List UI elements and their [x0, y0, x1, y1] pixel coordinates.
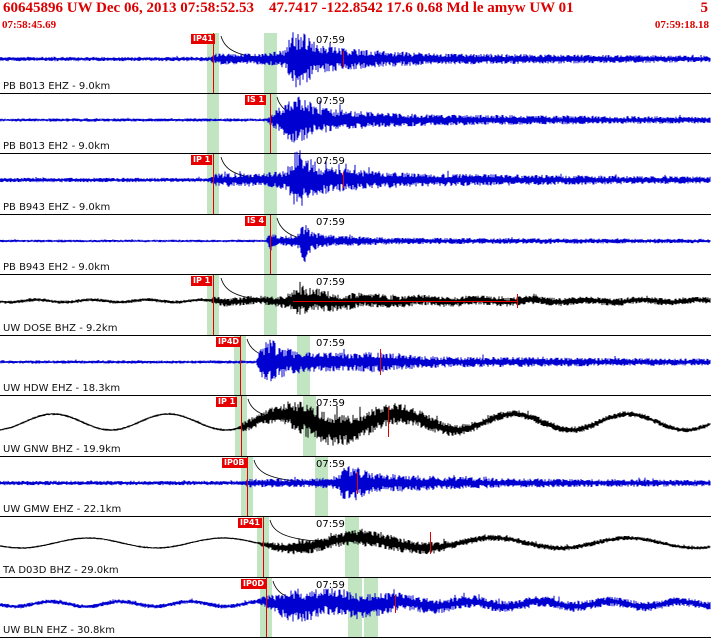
waveform-trace-line — [0, 170, 711, 191]
station-channel-label: UW DOSE BHZ - 9.2km — [3, 322, 118, 334]
phase-pick-line[interactable] — [213, 33, 214, 93]
station-channel-label: PB B013 EH2 - 9.0km — [3, 141, 110, 152]
amplitude-marker — [343, 172, 344, 188]
amplitude-marker — [430, 532, 431, 554]
station-channel-label: UW GNW BHZ - 19.9km — [3, 443, 121, 455]
phase-pick-flag[interactable]: IP41 — [238, 518, 262, 528]
minute-time-label: 07:59 — [316, 458, 345, 470]
phase-pick-flag[interactable]: IS 1 — [245, 94, 267, 105]
waveform-trace — [0, 401, 711, 446]
minute-time-label: 07:59 — [316, 216, 345, 228]
time-range-header: 07:58:45.69 07:59:18.18 — [0, 17, 711, 33]
waveform-trace — [0, 150, 711, 206]
phase-pick-flag[interactable]: IP 1 — [216, 397, 238, 407]
trace-panel[interactable]: IP 1 07:59 PB B943 EHZ - 9.0km — [0, 150, 711, 215]
station-channel-label: TA D03D BHZ - 29.0km — [3, 564, 119, 576]
trace-panel[interactable]: IP41 07:59 PB B013 EHZ - 9.0km — [0, 32, 711, 94]
waveform-trace-line — [0, 295, 711, 308]
minute-time-label: 07:59 — [316, 337, 345, 349]
phase-pick-flag[interactable]: IP0B — [222, 457, 247, 468]
minute-time-label: 07:59 — [316, 35, 345, 46]
waveform-plot — [0, 217, 711, 262]
phase-pick-line[interactable] — [213, 154, 214, 214]
waveform-trace — [0, 528, 711, 555]
trace-panel[interactable]: IP0B 07:59 UW GMW EHZ - 22.1km — [0, 456, 711, 517]
amplitude-marker — [380, 348, 381, 375]
trace-panel[interactable]: IP41 07:59 TA D03D BHZ - 29.0km — [0, 517, 711, 578]
waveform-plot — [0, 150, 711, 206]
station-channel-label: PB B943 EH2 - 9.0km — [3, 262, 110, 273]
amplitude-marker — [517, 294, 518, 308]
minute-time-label: 07:59 — [316, 579, 345, 591]
waveform-trace-line — [0, 409, 711, 436]
trace-panel[interactable]: IP 1 07:59 UW DOSE BHZ - 9.2km — [0, 275, 711, 336]
waveform-plot — [0, 96, 711, 142]
station-channel-label: UW GMW EHZ - 22.1km — [3, 504, 122, 515]
phase-pick-line[interactable] — [247, 456, 248, 516]
waveform-trace-line — [0, 476, 711, 489]
waveform-trace-line — [0, 112, 711, 128]
minute-time-label: 07:59 — [316, 398, 345, 409]
trace-panel[interactable]: IS 4 07:59 PB B943 EH2 - 9.0km — [0, 214, 711, 275]
trace-panel[interactable]: IP4D 07:59 UW HDW EHZ - 18.3km — [0, 335, 711, 396]
waveform-trace-line — [0, 596, 711, 613]
event-summary: 60645896 UW Dec 06, 2013 07:58:52.53 47.… — [3, 0, 574, 16]
trace-panels: IP41 07:59 PB B013 EHZ - 9.0km IS 1 07:59 PB … — [0, 32, 711, 638]
phase-pick-flag[interactable]: IS 4 — [245, 215, 267, 226]
phase-pick-flag[interactable]: IP41 — [191, 34, 215, 44]
pick-uncertainty-band — [207, 93, 219, 153]
minute-time-label: 07:59 — [316, 277, 345, 288]
waveform-trace — [0, 587, 711, 621]
waveform-trace — [0, 339, 711, 381]
waveform-plot — [0, 32, 711, 88]
waveform-trace-line — [0, 233, 711, 247]
waveform-trace-line — [0, 355, 711, 369]
phase-pick-line[interactable] — [270, 214, 271, 274]
waveform-plot — [0, 277, 711, 315]
amplitude-marker — [388, 407, 389, 437]
phase-pick-line[interactable] — [266, 577, 267, 637]
trace-panel[interactable]: IP0D 07:59 UW BLN EHZ - 30.8km — [0, 577, 711, 638]
station-channel-label: PB B013 EHZ - 9.0km — [3, 80, 111, 92]
minute-time-label: 07:59 — [316, 156, 345, 167]
phase-pick-line[interactable] — [240, 335, 241, 395]
trace-panel[interactable]: IS 1 07:59 PB B013 EH2 - 9.0km — [0, 93, 711, 154]
minute-time-label: 07:59 — [316, 95, 345, 107]
phase-pick-flag[interactable]: IP 1 — [191, 155, 213, 165]
phase-pick-line[interactable] — [213, 275, 214, 335]
amplitude-marker — [395, 594, 396, 613]
waveform-plot — [0, 398, 711, 446]
station-channel-label: UW BLN EHZ - 30.8km — [3, 625, 115, 636]
coda-duration-line — [293, 301, 517, 302]
trace-count: 5 — [700, 0, 709, 16]
waveform-plot — [0, 519, 711, 555]
waveform-trace-line — [0, 534, 711, 551]
phase-pick-flag[interactable]: IP4D — [216, 336, 242, 347]
event-header: 60645896 UW Dec 06, 2013 07:58:52.53 47.… — [0, 0, 711, 17]
trace-panel[interactable]: IP 1 07:59 UW GNW BHZ - 19.9km — [0, 396, 711, 457]
phase-pick-line[interactable] — [263, 517, 264, 577]
phase-pick-line[interactable] — [270, 93, 271, 153]
amplitude-marker — [357, 471, 358, 494]
phase-pick-flag[interactable]: IP0D — [241, 578, 267, 589]
amplitude-marker — [343, 51, 344, 67]
waveform-trace-line — [0, 50, 710, 69]
waveform-trace — [0, 281, 711, 315]
waveform-plot — [0, 459, 711, 500]
minute-time-label: 07:59 — [316, 519, 345, 530]
pick-uncertainty-band — [264, 275, 277, 335]
phase-pick-line[interactable] — [241, 396, 242, 456]
station-channel-label: UW HDW EHZ - 18.3km — [3, 383, 121, 394]
window-start-time: 07:58:45.69 — [2, 19, 57, 31]
waveform-trace — [0, 224, 711, 262]
station-channel-label: PB B943 EHZ - 9.0km — [3, 201, 111, 213]
waveform-plot — [0, 338, 711, 381]
phase-pick-flag[interactable]: IP 1 — [191, 276, 213, 286]
window-end-time: 07:59:18.18 — [654, 19, 709, 31]
